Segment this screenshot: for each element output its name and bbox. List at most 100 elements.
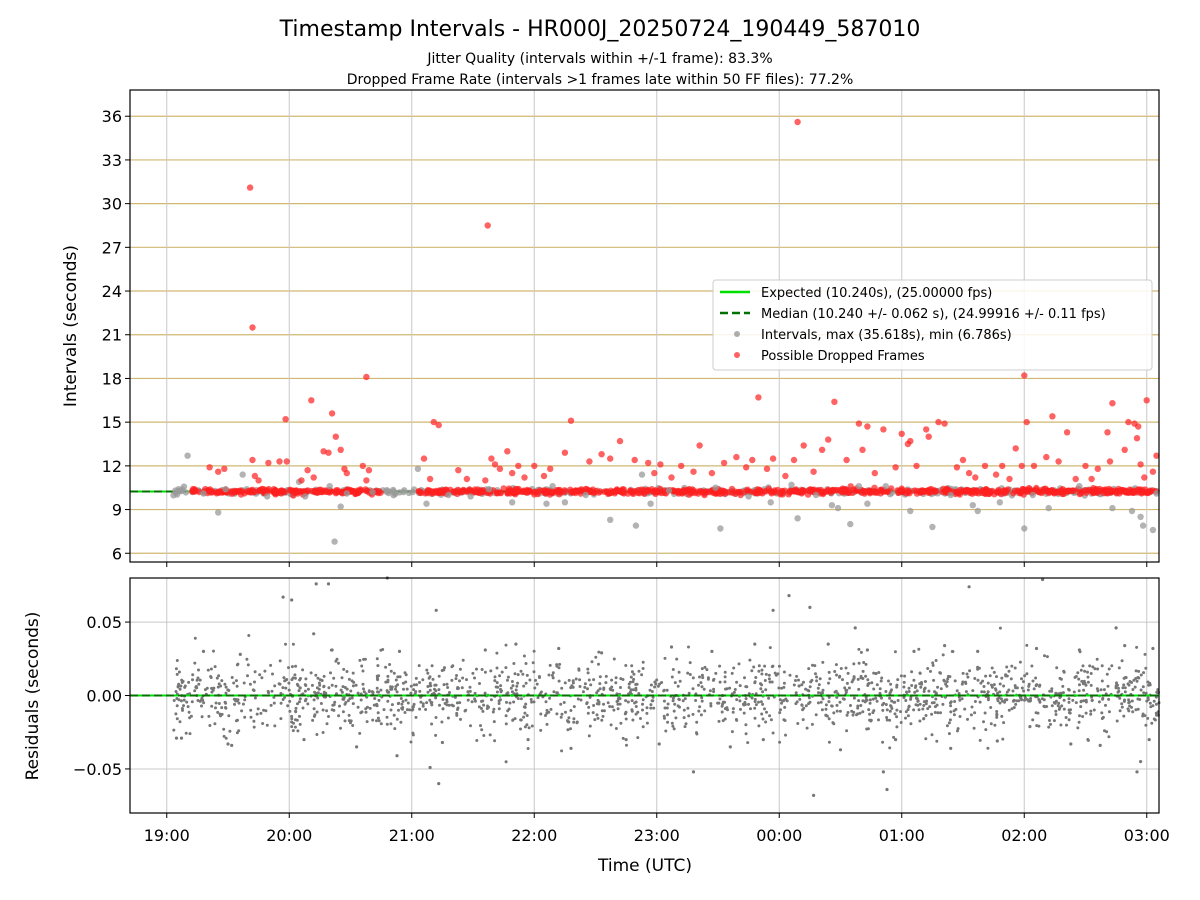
residual-noise-point xyxy=(649,706,653,710)
residual-noise-point xyxy=(862,661,866,664)
residual-noise-point xyxy=(555,691,559,695)
residual-noise-point xyxy=(343,686,347,689)
residual-noise-point xyxy=(1023,698,1026,702)
residual-noise-point xyxy=(293,676,297,680)
residual-noise-point xyxy=(1022,689,1026,693)
residual-noise-point xyxy=(592,704,596,707)
residual-noise-point xyxy=(917,708,921,712)
residual-noise-point xyxy=(524,662,528,665)
residual-point-22 xyxy=(174,736,179,740)
residual-noise-point xyxy=(473,697,477,701)
residual-noise-point xyxy=(811,663,814,667)
residual-noise-point xyxy=(703,709,707,713)
residual-noise-point xyxy=(864,696,868,700)
residual-noise-point xyxy=(284,686,288,690)
residual-noise-point xyxy=(443,702,447,705)
residual-noise-point xyxy=(1089,683,1093,687)
dropped-baseline-point xyxy=(526,488,533,495)
residual-noise-point xyxy=(1020,686,1024,690)
residual-noise-point xyxy=(389,708,393,712)
residual-noise-point xyxy=(1136,676,1140,679)
residual-noise-point xyxy=(448,691,451,694)
residual-noise-point xyxy=(899,674,903,678)
residual-noise-point xyxy=(653,685,657,689)
residual-noise-point xyxy=(569,727,572,731)
residual-noise-point xyxy=(634,712,638,716)
residual-noise-point xyxy=(888,746,892,750)
residual-noise-point xyxy=(371,718,375,722)
dropped-baseline-point xyxy=(451,489,458,496)
residual-noise-point xyxy=(1058,706,1062,710)
residual-noise-point xyxy=(629,688,633,692)
residual-noise-point xyxy=(361,669,365,673)
intervals-plot-frame xyxy=(129,89,1160,563)
residual-noise-point xyxy=(392,671,396,675)
dropped-baseline-point xyxy=(1108,488,1116,496)
dropped-point-64 xyxy=(743,464,750,471)
interval-point-5 xyxy=(239,471,246,478)
residual-noise-point xyxy=(287,681,291,685)
residual-noise-point xyxy=(650,699,654,703)
residual-noise-point xyxy=(600,718,604,722)
residual-noise-point xyxy=(1083,681,1087,685)
residual-noise-point xyxy=(399,720,403,724)
interval-point-33 xyxy=(788,481,795,488)
residual-noise-point xyxy=(1003,700,1006,704)
residual-noise-point xyxy=(877,671,881,674)
residual-noise-point xyxy=(742,711,746,715)
residual-noise-point xyxy=(918,702,922,706)
residual-noise-point xyxy=(1081,715,1085,718)
residual-noise-point xyxy=(287,666,290,670)
residual-noise-point xyxy=(340,690,344,694)
residual-noise-point xyxy=(602,702,605,706)
residual-noise-point xyxy=(1143,652,1147,656)
residual-noise-point xyxy=(963,707,967,711)
residual-noise-point xyxy=(731,707,735,711)
residual-noise-point xyxy=(521,672,525,676)
residual-noise-point xyxy=(904,699,908,702)
residual-noise-point xyxy=(252,719,256,723)
residual-noise-point xyxy=(934,697,938,701)
residuals-y-ticks: −0.050.000.05 xyxy=(73,613,130,779)
residual-noise-point xyxy=(875,699,879,703)
residual-noise-point xyxy=(665,688,669,692)
residual-noise-point xyxy=(571,681,575,685)
residual-noise-point xyxy=(455,701,459,705)
residual-noise-point xyxy=(655,678,659,682)
residual-noise-point xyxy=(907,686,911,690)
residual-noise-point xyxy=(1122,683,1126,687)
residual-noise-point xyxy=(999,697,1003,701)
residual-noise-point xyxy=(1061,684,1065,688)
dropped-baseline-point xyxy=(478,487,485,495)
residual-noise-point xyxy=(670,721,674,725)
residual-noise-point xyxy=(654,682,658,686)
residual-noise-point xyxy=(744,685,748,689)
residual-noise-point xyxy=(405,708,409,712)
residual-noise-point xyxy=(575,720,579,724)
residual-noise-point xyxy=(504,722,508,726)
residual-noise-point xyxy=(296,729,300,733)
residual-noise-point xyxy=(589,683,593,687)
residual-noise-point xyxy=(1089,672,1093,675)
dropped-baseline-point xyxy=(920,487,927,495)
interval-point-12 xyxy=(343,490,350,497)
dropped-point-30 xyxy=(420,455,428,462)
residual-noise-point xyxy=(604,681,608,685)
dropped-point-118 xyxy=(1135,423,1142,430)
residual-noise-point xyxy=(291,729,295,733)
intervals-y-tick-label-3: 15 xyxy=(102,413,122,432)
residual-noise-point xyxy=(586,687,589,691)
residual-noise-point xyxy=(442,683,446,687)
residual-noise-point xyxy=(1077,720,1081,724)
x-tick-label-6: 01:00 xyxy=(879,826,925,845)
residual-noise-point xyxy=(982,690,986,694)
residual-noise-point xyxy=(837,675,841,679)
interval-point-36 xyxy=(828,502,836,509)
intervals-y-tick-label-8: 30 xyxy=(102,195,122,214)
residual-noise-point xyxy=(411,705,415,709)
residual-noise-point xyxy=(867,681,871,685)
dropped-point-29 xyxy=(320,448,327,455)
residual-noise-point xyxy=(243,715,247,719)
residual-noise-point xyxy=(907,705,911,709)
residual-noise-point xyxy=(458,679,461,683)
